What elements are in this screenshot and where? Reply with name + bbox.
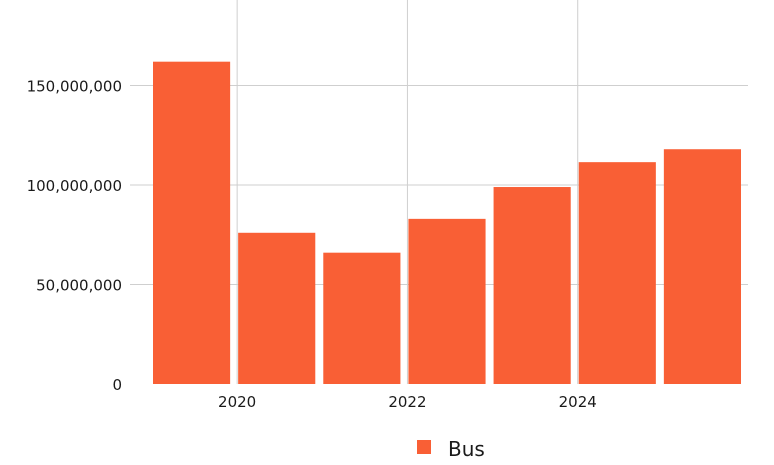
y-axis: 0 50,000,000 100,000,000 150,000,000 bbox=[27, 78, 122, 394]
legend-swatch-bus bbox=[417, 440, 431, 454]
bar-2024 bbox=[578, 162, 656, 384]
x-tick-label: 2024 bbox=[559, 393, 597, 411]
y-tick-label: 150,000,000 bbox=[27, 78, 122, 96]
bar-2022 bbox=[408, 218, 486, 384]
legend: Bus bbox=[417, 437, 485, 461]
bar-2021 bbox=[323, 252, 401, 384]
bar-2020 bbox=[238, 232, 316, 384]
x-tick-label: 2022 bbox=[388, 393, 426, 411]
y-tick-label: 0 bbox=[112, 376, 122, 394]
y-tick-label: 100,000,000 bbox=[27, 177, 122, 195]
x-axis: 2020 2022 2024 bbox=[218, 393, 597, 411]
legend-label-bus: Bus bbox=[448, 437, 485, 461]
bar-2019 bbox=[153, 61, 231, 384]
bar-2025 bbox=[663, 149, 741, 384]
y-tick-label: 50,000,000 bbox=[36, 277, 122, 295]
bars bbox=[153, 61, 741, 384]
bar-2023 bbox=[493, 187, 571, 384]
x-tick-label: 2020 bbox=[218, 393, 256, 411]
